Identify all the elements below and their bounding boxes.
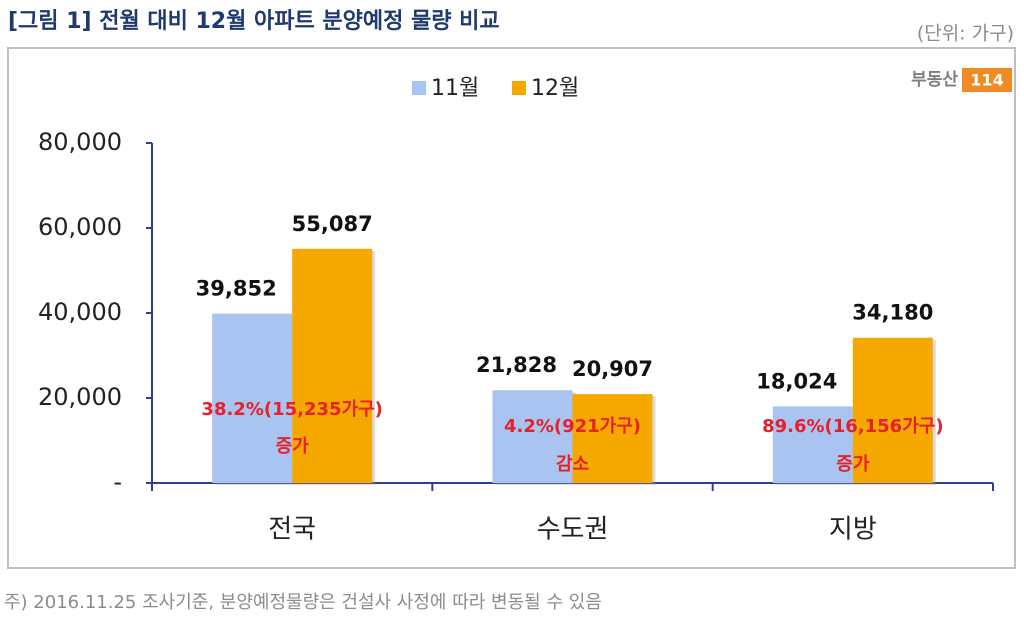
value-label: 34,180	[852, 301, 933, 325]
chart-title: [그림 1] 전월 대비 12월 아파트 분양예정 물량 비교	[8, 9, 500, 34]
bar	[212, 313, 293, 483]
y-tick-label: 60,000	[38, 213, 122, 241]
x-tick-label: 지방	[829, 515, 877, 545]
unit-label: (단위: 가구)	[917, 23, 1014, 45]
logo-text: 부동산	[911, 70, 958, 90]
x-tick-label: 수도권	[537, 515, 609, 545]
bar	[492, 390, 573, 483]
bar	[572, 394, 653, 483]
y-tick-label: 80,000	[38, 128, 122, 156]
annotation: 증가	[276, 436, 310, 457]
legend-label: 12월	[531, 76, 579, 101]
annotation: 감소	[556, 454, 589, 475]
annotation: 4.2%(921가구)	[504, 416, 641, 437]
logo-badge	[962, 68, 1012, 92]
x-tick-label: 전국	[268, 515, 316, 545]
y-tick-label: 20,000	[38, 383, 122, 411]
legend-swatch	[412, 81, 426, 95]
bar	[772, 406, 853, 483]
logo-badge-text: 114	[970, 71, 1003, 90]
footnote: 주) 2016.11.25 조사기준, 분양예정물량은 건설사 사정에 따라 변…	[4, 592, 602, 613]
annotation: 89.6%(16,156가구)	[762, 416, 943, 437]
value-label: 20,907	[572, 357, 653, 381]
value-label: 21,828	[476, 353, 557, 377]
y-tick-label: -	[113, 468, 122, 496]
legend-swatch	[512, 81, 526, 95]
annotation: 38.2%(15,235가구)	[201, 399, 382, 420]
annotation: 증가	[836, 454, 870, 475]
value-label: 18,024	[756, 369, 837, 393]
value-label: 39,852	[196, 277, 277, 301]
y-tick-label: 40,000	[38, 298, 122, 326]
bar	[292, 248, 373, 483]
value-label: 55,087	[292, 212, 373, 236]
bar	[852, 337, 933, 483]
legend-label: 11월	[431, 76, 479, 101]
